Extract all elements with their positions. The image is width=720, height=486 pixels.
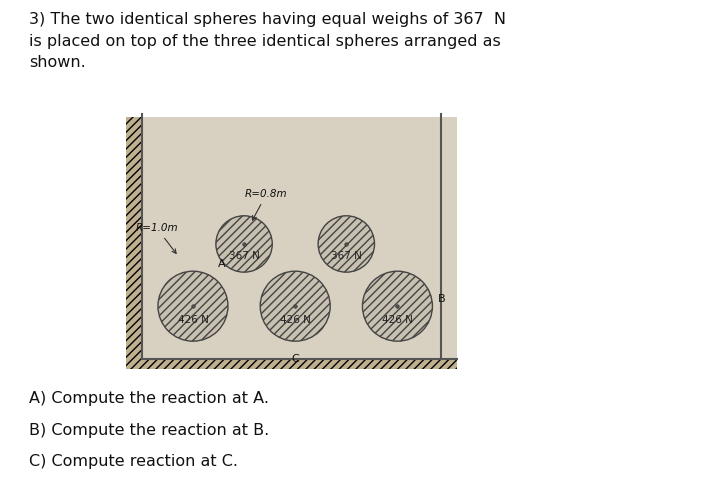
Text: 426 N: 426 N	[280, 315, 310, 325]
Ellipse shape	[216, 216, 272, 272]
Ellipse shape	[318, 216, 374, 272]
Text: 367 N: 367 N	[229, 251, 259, 261]
Text: 367 N: 367 N	[331, 251, 361, 261]
Ellipse shape	[362, 271, 433, 341]
Text: 426 N: 426 N	[178, 315, 208, 325]
Ellipse shape	[260, 271, 330, 341]
Text: R=1.0m: R=1.0m	[135, 223, 179, 253]
Text: 426 N: 426 N	[382, 315, 413, 325]
Text: C) Compute reaction at C.: C) Compute reaction at C.	[29, 454, 238, 469]
Bar	[126, 117, 457, 369]
Text: A: A	[218, 260, 225, 269]
Text: B) Compute the reaction at B.: B) Compute the reaction at B.	[29, 423, 269, 438]
Text: 3) The two identical spheres having equal weighs of 367  N
is placed on top of t: 3) The two identical spheres having equa…	[29, 12, 505, 70]
Text: C: C	[292, 354, 299, 364]
Ellipse shape	[158, 271, 228, 341]
Text: R=0.8m: R=0.8m	[245, 189, 288, 220]
Bar	[142, 117, 457, 359]
Text: A) Compute the reaction at A.: A) Compute the reaction at A.	[29, 391, 269, 406]
Text: B: B	[438, 294, 446, 304]
